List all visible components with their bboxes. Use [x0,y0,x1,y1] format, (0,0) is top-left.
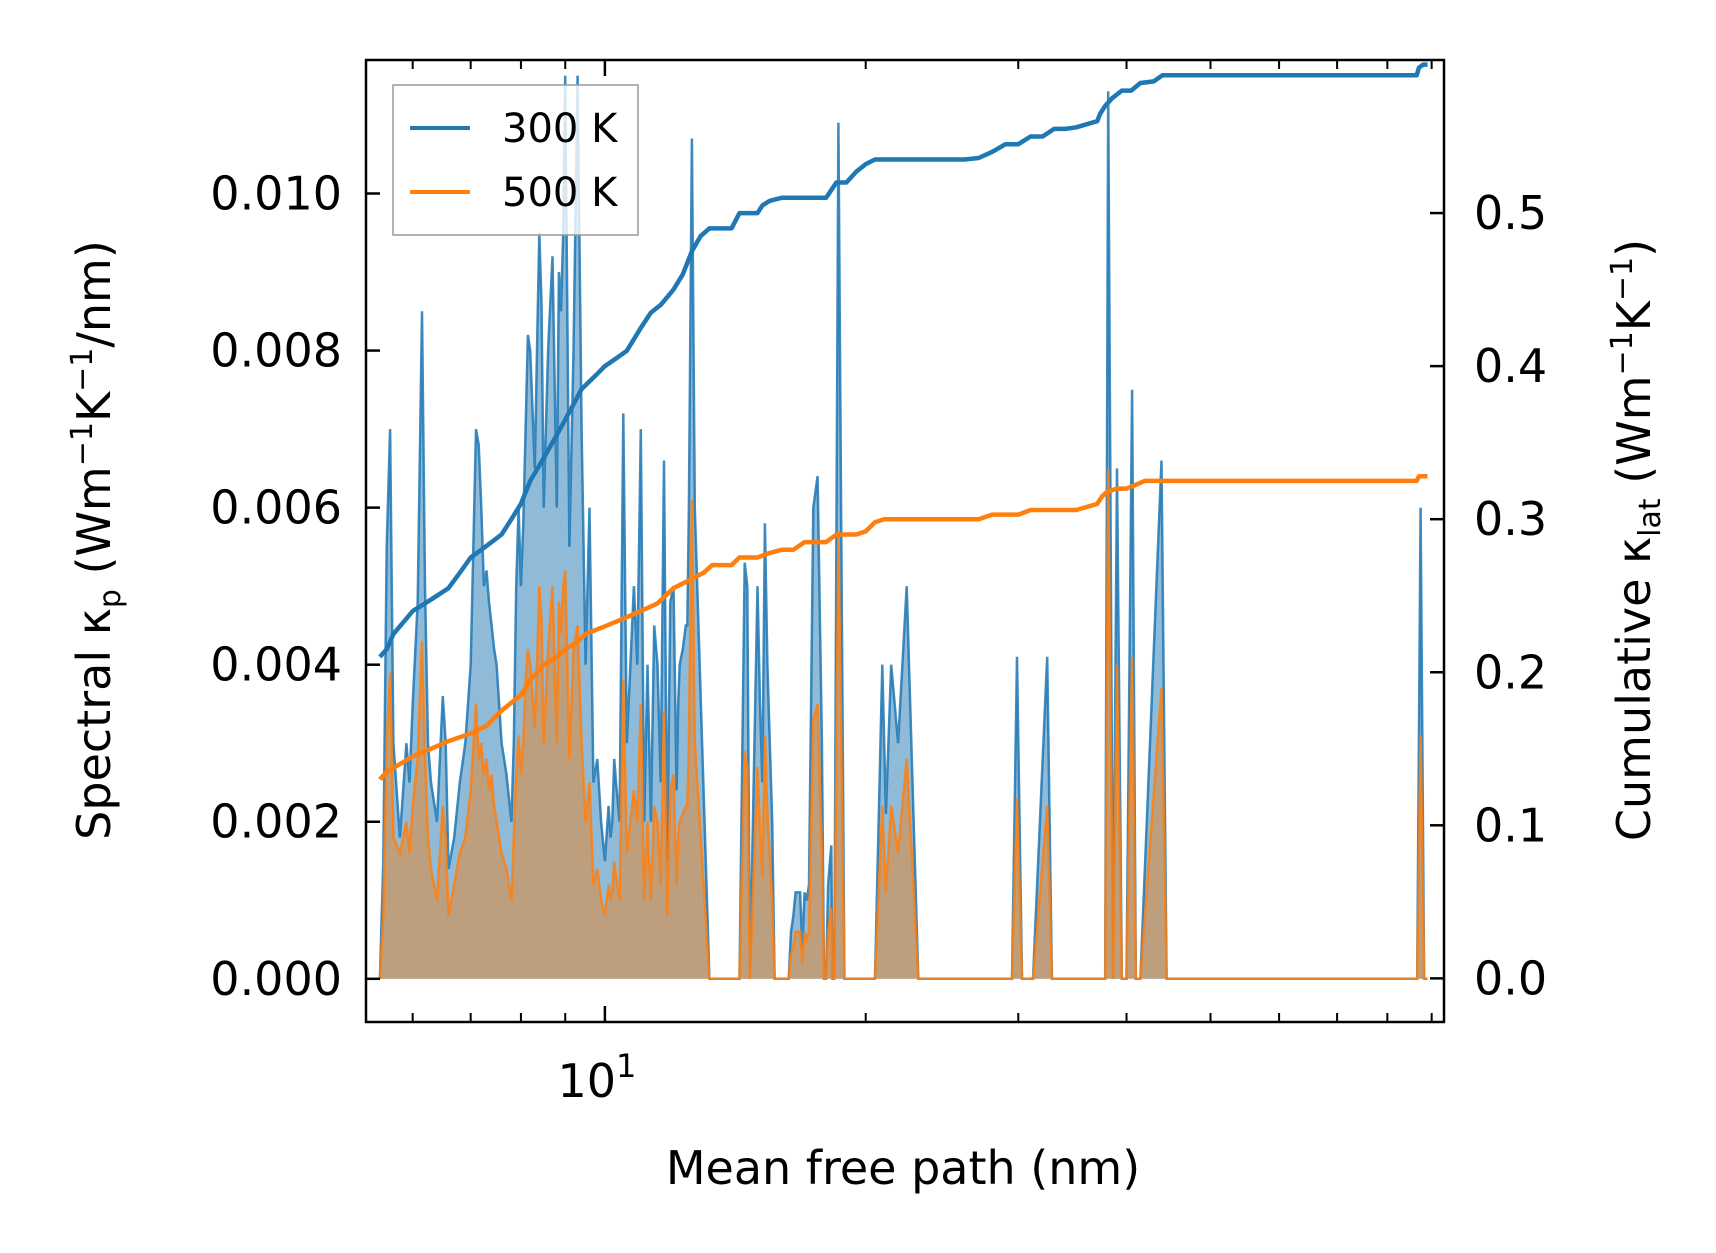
left-y-tick-label: 0.004 [210,638,342,692]
left-y-tick-label: 0.000 [210,952,342,1006]
plot-frame [364,58,1446,1024]
legend: 300 K 500 K [392,84,639,236]
right-y-axis-title-main: Cumulative κ [1607,537,1661,841]
left-y-axis-title-mid: K [67,390,121,422]
left-y-tick-label: 0.010 [210,167,342,221]
left-y-tick-label: 0.008 [210,324,342,378]
right-y-tick-label: 0.1 [1474,798,1547,852]
right-y-tick-label: 0.5 [1474,186,1547,240]
right-y-tick-label: 0.3 [1474,492,1547,546]
left-y-axis-title-units: (Wm [67,466,121,589]
spectral-fills [378,75,1428,981]
x-tick-label-base: 10 [557,1054,616,1108]
left-y-axis-title-sub: p [93,589,128,608]
spectral-line-500k [378,468,1428,981]
right-y-axis-title-sup2: −1 [1605,257,1640,301]
right-y-tick-label: 0.4 [1474,339,1547,393]
cumulative-line-500k [378,474,1428,781]
axis-ticks: 0.000 0.002 0.004 0.006 0.008 0.010 0.0 0.1 0.2 0… [210,60,1547,1108]
left-y-axis-title-suffix: /nm) [67,240,121,347]
series-lines [378,62,1428,781]
spectral-line-300k [378,75,1428,981]
left-y-tick-label: 0.002 [210,795,342,849]
left-y-axis-title: Spectral κp (Wm−1K−1/nm) [65,240,128,840]
x-axis-title: Mean free path (nm) [666,1141,1140,1195]
right-y-tick-label: 0.2 [1474,645,1547,699]
left-y-axis-title-sup1: −1 [65,422,100,466]
right-y-axis-title: Cumulative κlat (Wm−1K−1) [1605,239,1668,841]
right-y-axis-title-suffix: ) [1607,239,1661,257]
right-y-axis-title-mid: K [1607,299,1661,331]
right-y-axis-title-sub: lat [1633,498,1668,537]
right-y-axis-title-units: (Wm [1607,375,1661,498]
legend-box [392,84,639,236]
right-y-axis-title-sup1: −1 [1605,331,1640,375]
left-y-tick-label: 0.006 [210,481,342,535]
legend-label-300k: 300 K [502,106,619,152]
x-tick-label: 101 [557,1047,636,1108]
x-tick-label-exponent: 1 [616,1047,636,1085]
legend-label-500k: 500 K [502,170,619,216]
cumulative-line-300k [378,62,1428,659]
right-y-tick-label: 0.0 [1474,951,1547,1005]
left-y-axis-title-main: Spectral κ [67,608,121,840]
left-y-axis-title-sup2: −1 [65,348,100,392]
spectral-fill-500k [379,468,1428,979]
